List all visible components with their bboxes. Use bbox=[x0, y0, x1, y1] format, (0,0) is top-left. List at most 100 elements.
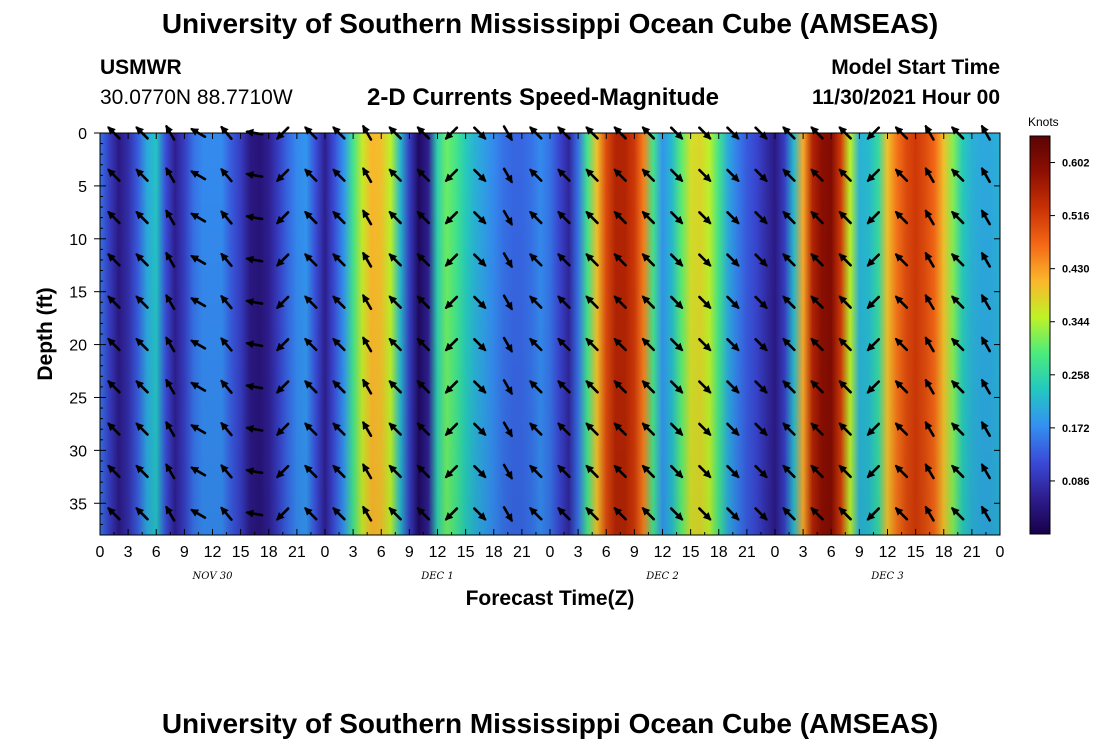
current-arrow bbox=[951, 295, 965, 309]
x-tick-label: 0 bbox=[771, 544, 780, 561]
y-tick-label: 0 bbox=[78, 126, 87, 143]
y-tick-label: 15 bbox=[69, 285, 87, 302]
current-arrow bbox=[894, 337, 909, 352]
current-arrow bbox=[557, 210, 571, 225]
current-arrow bbox=[726, 168, 740, 182]
current-arrow bbox=[585, 507, 599, 521]
current-arrow bbox=[838, 253, 852, 267]
current-arrow bbox=[388, 507, 402, 521]
current-arrow bbox=[669, 507, 684, 521]
current-arrow bbox=[362, 209, 373, 226]
date-label: DEC 1 bbox=[420, 571, 454, 582]
current-arrow bbox=[416, 295, 431, 309]
current-arrow bbox=[388, 210, 402, 225]
current-arrow bbox=[613, 507, 627, 521]
x-tick-label: 18 bbox=[485, 544, 503, 561]
x-tick-label: 6 bbox=[827, 544, 836, 561]
current-arrow bbox=[782, 380, 796, 394]
current-arrow bbox=[444, 211, 459, 225]
current-arrow bbox=[641, 253, 656, 267]
current-arrow bbox=[641, 210, 656, 225]
y-axis-title: Depth (ft) bbox=[34, 287, 57, 380]
current-arrow bbox=[782, 253, 796, 267]
current-arrow bbox=[698, 253, 712, 267]
current-arrow bbox=[810, 380, 824, 394]
current-arrow bbox=[669, 337, 684, 352]
vector-field bbox=[107, 124, 991, 523]
current-arrow bbox=[220, 421, 233, 437]
current-arrow bbox=[669, 380, 684, 394]
current-arrow bbox=[416, 210, 431, 225]
current-arrow bbox=[866, 337, 881, 352]
current-arrow bbox=[698, 380, 712, 394]
current-arrow bbox=[924, 167, 935, 184]
current-arrow bbox=[529, 253, 543, 267]
current-arrow bbox=[444, 422, 459, 436]
current-arrow bbox=[332, 210, 346, 225]
current-arrow bbox=[502, 209, 513, 226]
y-tick-label: 5 bbox=[78, 179, 87, 196]
current-arrow bbox=[135, 210, 149, 225]
current-arrow bbox=[810, 464, 824, 479]
current-arrow bbox=[388, 168, 402, 182]
current-arrow bbox=[924, 421, 935, 438]
current-arrow bbox=[613, 380, 627, 394]
date-label: DEC 2 bbox=[645, 571, 679, 582]
current-arrow bbox=[894, 253, 909, 267]
currents-chart: 0 3 6 9 12 15 18 21 0 3 6 9 12 15 18 21 0 3 6 9 12 15 18 21 0 3 6 9… bbox=[34, 115, 1090, 610]
current-arrow bbox=[165, 251, 176, 268]
x-tick-label: 0 bbox=[321, 544, 330, 561]
current-arrow bbox=[473, 253, 487, 267]
current-arrow bbox=[613, 210, 627, 225]
current-arrow bbox=[894, 422, 909, 436]
current-arrow bbox=[135, 464, 149, 479]
current-arrow bbox=[585, 168, 599, 182]
current-arrow bbox=[304, 464, 318, 479]
current-arrow bbox=[190, 381, 207, 392]
current-arrow bbox=[924, 336, 935, 353]
x-tick-label: 15 bbox=[907, 544, 925, 561]
x-tick-label: 21 bbox=[738, 544, 756, 561]
x-tick-label: 15 bbox=[682, 544, 700, 561]
current-arrow bbox=[585, 422, 599, 436]
current-arrow bbox=[304, 253, 318, 267]
current-arrow bbox=[641, 168, 656, 182]
current-arrow bbox=[444, 464, 459, 479]
current-arrow bbox=[388, 422, 402, 436]
current-arrow bbox=[866, 422, 881, 436]
current-arrow bbox=[165, 505, 176, 522]
current-arrow bbox=[838, 507, 852, 521]
current-arrow bbox=[245, 255, 264, 264]
colorbar-tick-label: 0.430 bbox=[1062, 264, 1090, 276]
current-arrow bbox=[894, 210, 909, 225]
current-arrow bbox=[473, 211, 487, 225]
current-arrow bbox=[416, 464, 431, 479]
current-arrow bbox=[866, 380, 881, 394]
current-arrow bbox=[782, 422, 796, 436]
current-arrow bbox=[304, 380, 318, 394]
current-arrow bbox=[220, 464, 233, 479]
current-arrow bbox=[698, 507, 712, 521]
current-arrow bbox=[980, 336, 991, 353]
current-arrow bbox=[980, 209, 991, 226]
current-arrow bbox=[810, 337, 824, 352]
current-arrow bbox=[924, 378, 935, 395]
x-tick-label: 6 bbox=[377, 544, 386, 561]
current-arrow bbox=[107, 210, 121, 225]
current-arrow bbox=[107, 168, 121, 182]
x-tick-label: 12 bbox=[879, 544, 897, 561]
date-label: DEC 3 bbox=[870, 571, 904, 582]
current-arrow bbox=[332, 507, 346, 521]
current-arrow bbox=[585, 464, 599, 479]
current-arrow bbox=[613, 253, 627, 267]
current-arrow bbox=[332, 337, 346, 352]
x-tick-label: 6 bbox=[152, 544, 161, 561]
current-arrow bbox=[782, 210, 796, 225]
x-tick-label: 9 bbox=[855, 544, 864, 561]
current-arrow bbox=[613, 422, 627, 436]
current-arrow bbox=[754, 168, 768, 182]
current-arrow bbox=[245, 298, 264, 306]
current-arrow bbox=[304, 507, 318, 521]
current-arrow bbox=[245, 382, 264, 391]
current-arrow bbox=[698, 211, 712, 225]
